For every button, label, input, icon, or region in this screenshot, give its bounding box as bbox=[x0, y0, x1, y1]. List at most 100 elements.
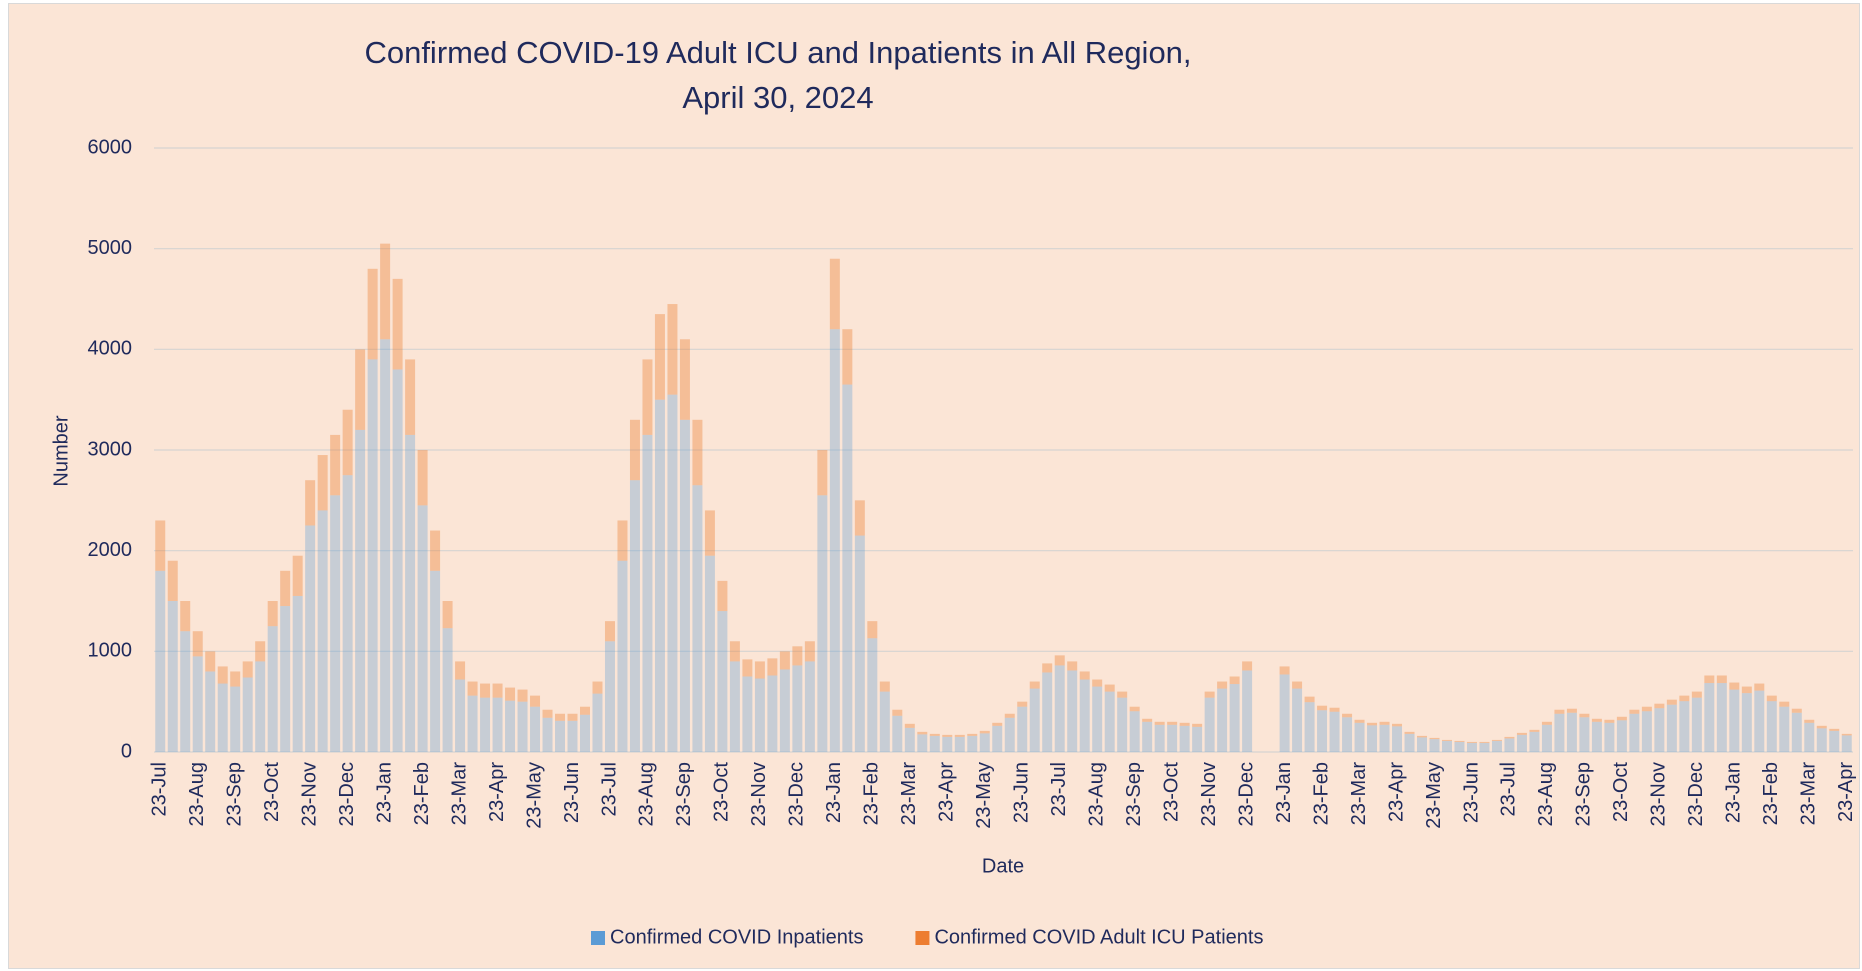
bar-segment bbox=[1466, 742, 1477, 752]
x-tick-label: 23-Feb bbox=[411, 762, 433, 825]
bar-segment bbox=[842, 384, 853, 752]
bar-segment bbox=[1317, 710, 1328, 752]
bar-segment bbox=[1154, 721, 1165, 725]
x-tick-label: 23-Jan bbox=[823, 762, 845, 823]
bar-segment bbox=[392, 369, 403, 752]
bar-segment bbox=[817, 495, 828, 752]
bar-segment bbox=[1117, 691, 1128, 698]
bar-segment bbox=[467, 695, 478, 752]
y-axis-label: Number bbox=[50, 415, 72, 486]
x-tick-label: 23-Dec bbox=[1685, 762, 1707, 826]
legend-swatch bbox=[591, 931, 605, 945]
bar-segment bbox=[1529, 731, 1540, 752]
bar-segment bbox=[1304, 702, 1315, 752]
bar-segment bbox=[767, 658, 778, 676]
bar-segment bbox=[1392, 726, 1403, 752]
bar-segment bbox=[230, 671, 241, 687]
bar-segment bbox=[892, 715, 903, 752]
bar-segment bbox=[579, 714, 590, 752]
bar-segment bbox=[267, 626, 278, 752]
bar-segment bbox=[1042, 663, 1053, 673]
bar-segment bbox=[1317, 705, 1328, 711]
bar-segment bbox=[1367, 722, 1378, 726]
y-tick-label: 6000 bbox=[88, 136, 133, 158]
x-tick-label: 23-Dec bbox=[1235, 762, 1257, 826]
bar-segment bbox=[1104, 691, 1115, 752]
bar-segment bbox=[879, 691, 890, 752]
bar-segment bbox=[292, 595, 303, 752]
bar-segment bbox=[1466, 741, 1477, 743]
x-tick-label: 23-Mar bbox=[1348, 762, 1370, 826]
x-tick-label: 23-Jan bbox=[1273, 762, 1295, 823]
bar-segment bbox=[1529, 729, 1540, 732]
bar-segment bbox=[917, 734, 928, 752]
bar-segment bbox=[1591, 718, 1602, 722]
bar-segment bbox=[1491, 739, 1502, 741]
bar-segment bbox=[754, 661, 765, 679]
chart-title: Confirmed COVID-19 Adult ICU and Inpatie… bbox=[364, 35, 1192, 115]
bar-segment bbox=[1554, 713, 1565, 752]
x-tick-label: 23-Aug bbox=[1085, 762, 1107, 827]
x-tick-label: 23-Jul bbox=[598, 762, 620, 816]
x-tick-label: 23-Nov bbox=[748, 762, 770, 826]
bar-segment bbox=[667, 394, 678, 752]
bar-segment bbox=[367, 268, 378, 360]
bar-segment bbox=[1504, 738, 1515, 752]
bar-segment bbox=[1129, 706, 1140, 712]
bar-segment bbox=[1516, 734, 1527, 752]
bar-segment bbox=[1816, 725, 1827, 729]
bar-segment bbox=[480, 697, 491, 752]
bar-segment bbox=[704, 510, 715, 556]
bar-segment bbox=[1204, 697, 1215, 752]
bar-segment bbox=[1379, 724, 1390, 752]
bar-segment bbox=[1804, 719, 1815, 723]
bar-segment bbox=[1217, 681, 1228, 689]
bar-segment bbox=[242, 677, 253, 752]
bar-segment bbox=[405, 434, 416, 752]
bar-segment bbox=[1342, 717, 1353, 752]
bar-segment bbox=[604, 621, 615, 642]
bar-segment bbox=[779, 651, 790, 670]
bar-segment bbox=[430, 530, 441, 571]
bar-segment bbox=[1242, 661, 1253, 671]
bar-segment bbox=[1292, 681, 1303, 689]
legend-label: Confirmed COVID Adult ICU Patients bbox=[934, 926, 1263, 948]
bar-segment bbox=[1616, 716, 1627, 721]
bar-segment bbox=[1142, 721, 1153, 752]
bar-segment bbox=[1629, 709, 1640, 714]
bar-segment bbox=[1354, 722, 1365, 752]
bar-segment bbox=[1741, 693, 1752, 752]
x-tick-label: 23-Apr bbox=[1385, 762, 1407, 822]
bar-segment bbox=[205, 671, 216, 752]
bar-segment bbox=[1092, 679, 1103, 687]
bar-segment bbox=[1417, 737, 1428, 752]
x-tick-label: 23-May bbox=[523, 762, 545, 829]
bar-segment bbox=[342, 475, 353, 752]
bar-segment bbox=[1242, 670, 1253, 752]
bar-segment bbox=[1292, 688, 1303, 752]
bar-segment bbox=[642, 434, 653, 752]
bar-segment bbox=[717, 580, 728, 612]
bar-segment bbox=[167, 601, 178, 752]
bar-segment bbox=[280, 606, 291, 752]
x-tick-label: 23-Apr bbox=[1835, 762, 1857, 822]
x-tick-label: 23-Oct bbox=[711, 762, 733, 822]
y-tick-label: 1000 bbox=[88, 640, 133, 662]
bar-segment bbox=[555, 713, 566, 721]
bar-segment bbox=[729, 641, 740, 662]
bar-segment bbox=[1079, 671, 1090, 680]
bar-segment bbox=[904, 727, 915, 752]
bar-segment bbox=[804, 641, 815, 662]
bar-segment bbox=[1154, 724, 1165, 752]
bar-segment bbox=[954, 734, 965, 737]
bar-segment bbox=[1729, 689, 1740, 752]
bar-segment bbox=[1192, 726, 1203, 752]
x-tick-label: 23-Sep bbox=[223, 762, 245, 827]
x-tick-label: 23-Sep bbox=[1123, 762, 1145, 827]
legend-label: Confirmed COVID Inpatients bbox=[610, 926, 863, 948]
bar-segment bbox=[1579, 717, 1590, 752]
bar-segment bbox=[1691, 691, 1702, 698]
x-tick-label: 23-Nov bbox=[1648, 762, 1670, 826]
x-tick-label: 23-Dec bbox=[786, 762, 808, 826]
